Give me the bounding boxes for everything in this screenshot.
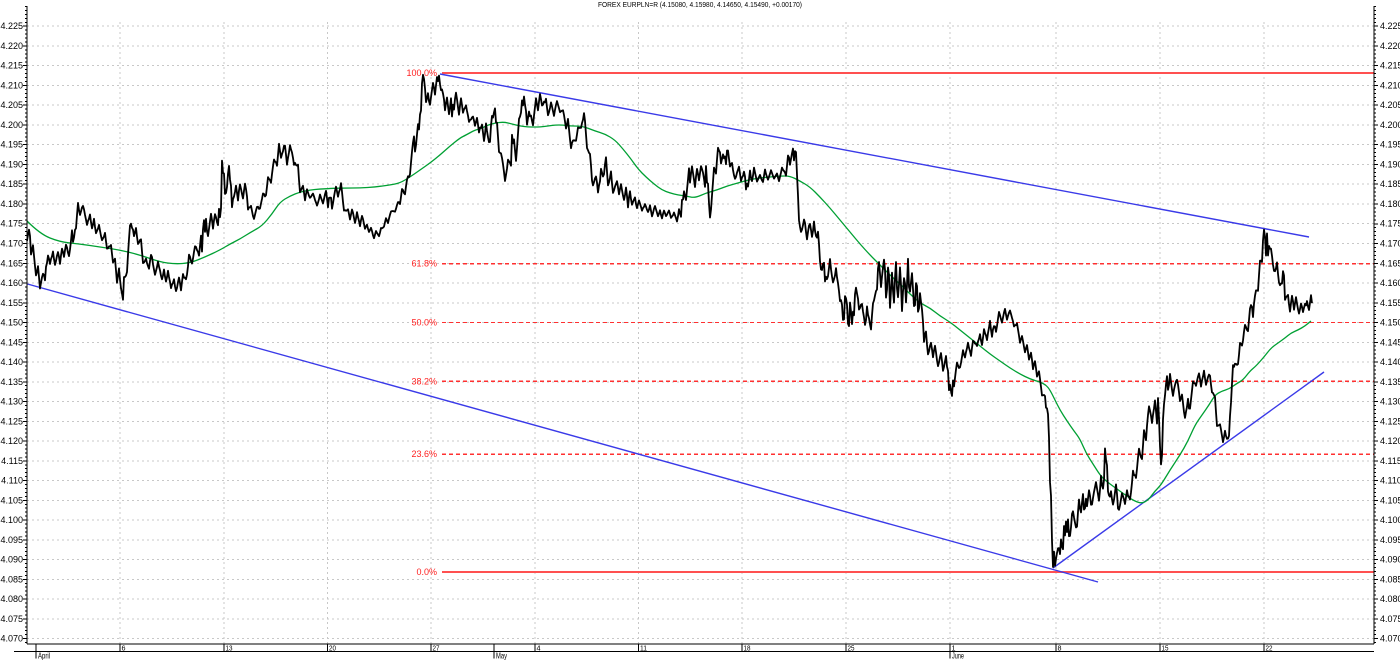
svg-text:20: 20: [329, 644, 336, 653]
svg-text:25: 25: [848, 644, 855, 653]
svg-text:61.8%: 61.8%: [411, 259, 437, 269]
svg-text:4.165: 4.165: [1380, 258, 1400, 268]
svg-text:May: May: [496, 652, 507, 660]
svg-text:0.0%: 0.0%: [416, 567, 437, 577]
svg-text:18: 18: [744, 644, 751, 653]
svg-text:4.140: 4.140: [0, 357, 23, 367]
svg-text:4.120: 4.120: [0, 436, 23, 446]
svg-text:4.090: 4.090: [0, 555, 23, 565]
svg-text:4.150: 4.150: [0, 318, 23, 328]
svg-text:4.210: 4.210: [1380, 81, 1400, 91]
svg-text:4.180: 4.180: [1380, 199, 1400, 209]
svg-text:4.180: 4.180: [0, 199, 23, 209]
svg-text:6: 6: [122, 644, 126, 653]
svg-text:4.105: 4.105: [1380, 495, 1400, 505]
svg-text:4.200: 4.200: [1380, 120, 1400, 130]
svg-text:4.175: 4.175: [0, 219, 23, 229]
svg-text:4.165: 4.165: [0, 258, 23, 268]
svg-text:4.225: 4.225: [1380, 21, 1400, 31]
svg-text:4.110: 4.110: [1, 476, 23, 486]
svg-text:4.080: 4.080: [0, 594, 23, 604]
svg-text:8: 8: [1058, 644, 1062, 653]
svg-text:4.225: 4.225: [0, 21, 23, 31]
svg-text:4.145: 4.145: [1380, 337, 1400, 347]
svg-text:4.155: 4.155: [0, 298, 23, 308]
svg-text:4.135: 4.135: [1380, 377, 1400, 387]
svg-text:4.135: 4.135: [0, 377, 23, 387]
svg-text:50.0%: 50.0%: [411, 318, 437, 328]
svg-text:4.125: 4.125: [1380, 416, 1400, 426]
svg-text:4.205: 4.205: [1380, 100, 1400, 110]
svg-text:4.190: 4.190: [0, 160, 23, 170]
svg-text:4.070: 4.070: [1380, 634, 1400, 644]
svg-text:4.185: 4.185: [0, 179, 23, 189]
svg-text:4.085: 4.085: [0, 574, 23, 584]
svg-text:4.105: 4.105: [0, 495, 23, 505]
svg-text:4.125: 4.125: [0, 416, 23, 426]
svg-text:4.110: 4.110: [1380, 476, 1400, 486]
svg-text:4.100: 4.100: [1380, 515, 1400, 525]
svg-text:4.205: 4.205: [0, 100, 23, 110]
svg-text:4.215: 4.215: [1380, 61, 1400, 71]
svg-text:23.6%: 23.6%: [411, 449, 437, 459]
svg-text:4.170: 4.170: [0, 239, 23, 249]
svg-text:1: 1: [952, 644, 956, 653]
svg-text:4.115: 4.115: [1, 456, 23, 466]
svg-text:4.115: 4.115: [1380, 456, 1400, 466]
svg-text:4.160: 4.160: [1380, 278, 1400, 288]
svg-text:4.075: 4.075: [1380, 614, 1400, 624]
svg-text:4.175: 4.175: [1380, 219, 1400, 229]
svg-text:4.210: 4.210: [0, 81, 23, 91]
svg-text:4.075: 4.075: [0, 614, 23, 624]
svg-text:4.215: 4.215: [0, 61, 23, 71]
svg-text:4.120: 4.120: [1380, 436, 1400, 446]
svg-text:4.095: 4.095: [1380, 535, 1400, 545]
svg-text:4.080: 4.080: [1380, 594, 1400, 604]
svg-text:27: 27: [433, 644, 440, 653]
svg-text:4.220: 4.220: [1380, 41, 1400, 51]
svg-text:4.070: 4.070: [0, 634, 23, 644]
svg-text:22: 22: [1266, 644, 1273, 653]
svg-text:April: April: [38, 652, 50, 660]
svg-text:4.170: 4.170: [1380, 239, 1400, 249]
svg-text:4.090: 4.090: [1380, 555, 1400, 565]
svg-text:4.140: 4.140: [1380, 357, 1400, 367]
svg-text:4.130: 4.130: [0, 397, 23, 407]
svg-text:4.100: 4.100: [0, 515, 23, 525]
svg-text:4.190: 4.190: [1380, 160, 1400, 170]
svg-text:4.185: 4.185: [1380, 179, 1400, 189]
svg-text:4.155: 4.155: [1380, 298, 1400, 308]
svg-text:4.130: 4.130: [1380, 397, 1400, 407]
svg-text:4: 4: [537, 644, 541, 653]
svg-text:4.195: 4.195: [1380, 140, 1400, 150]
svg-text:100.0%: 100.0%: [406, 68, 437, 78]
svg-text:4.200: 4.200: [0, 120, 23, 130]
svg-text:4.145: 4.145: [0, 337, 23, 347]
svg-text:38.2%: 38.2%: [411, 376, 437, 386]
svg-text:4.085: 4.085: [1380, 574, 1400, 584]
svg-text:FOREX EURPLN=R (4.15080, 4.159: FOREX EURPLN=R (4.15080, 4.15980, 4.1465…: [598, 2, 802, 9]
svg-text:13: 13: [226, 644, 233, 653]
svg-text:4.220: 4.220: [0, 41, 23, 51]
svg-text:4.195: 4.195: [0, 140, 23, 150]
svg-text:11: 11: [640, 644, 647, 653]
svg-text:June: June: [952, 652, 964, 660]
svg-text:15: 15: [1162, 644, 1169, 653]
svg-text:4.095: 4.095: [0, 535, 23, 545]
svg-text:4.150: 4.150: [1380, 318, 1400, 328]
svg-text:4.160: 4.160: [0, 278, 23, 288]
